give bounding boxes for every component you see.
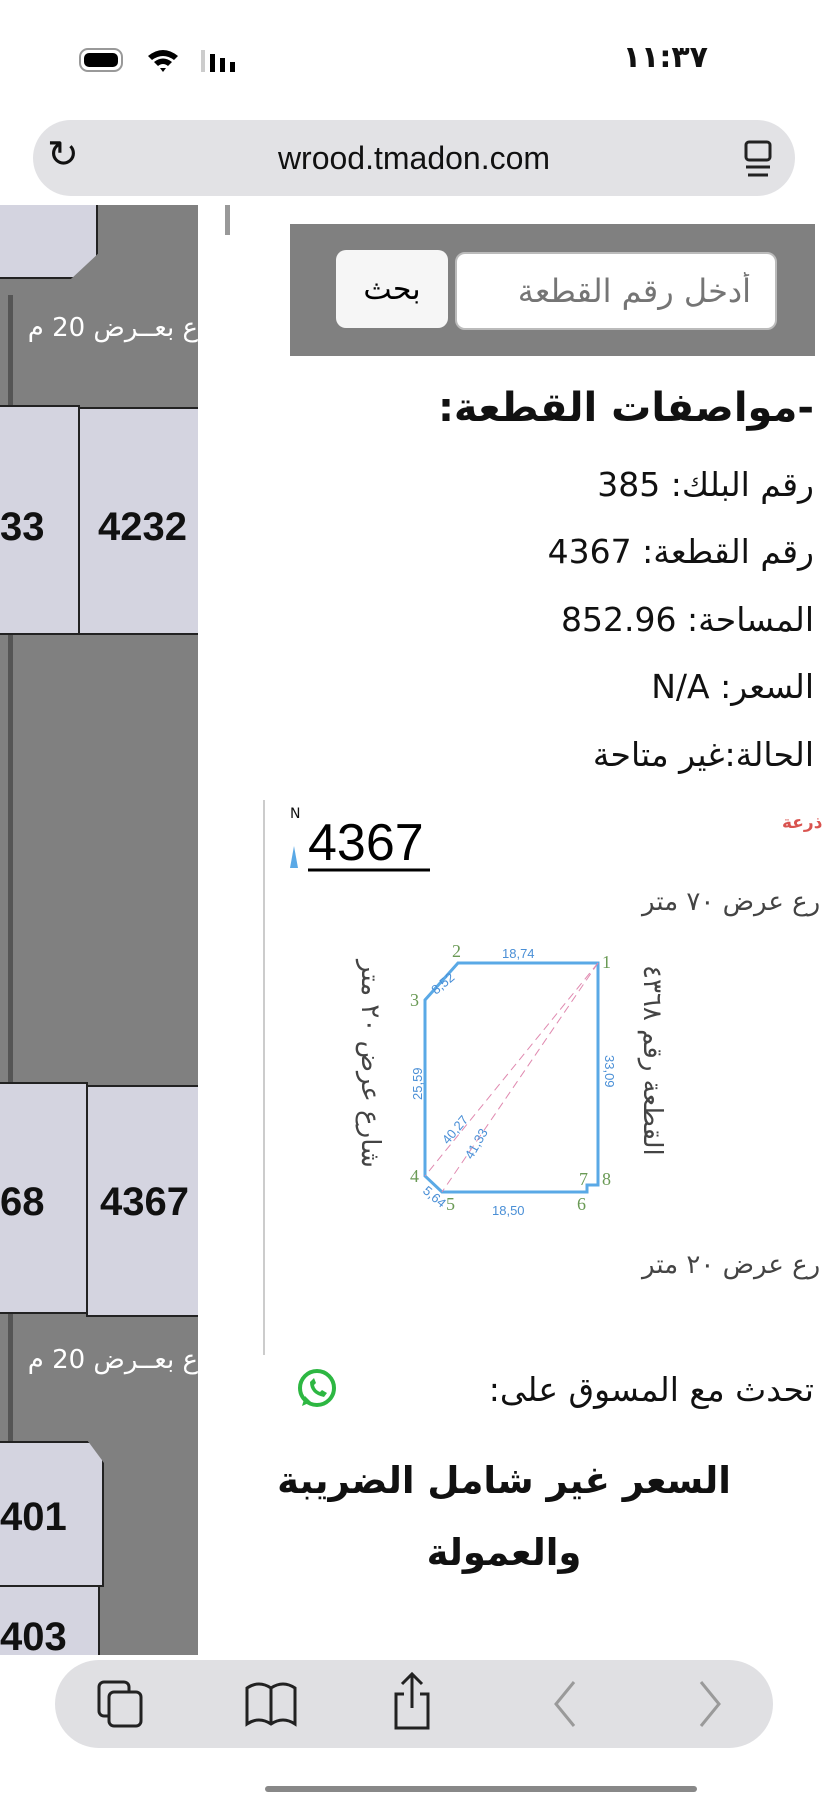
map-view[interactable]: ع بعــرض 20 م 33 4232 68 4367 ع بعــرض 2… [0, 205, 198, 1655]
plot-number[interactable]: 403 [0, 1615, 67, 1655]
whatsapp-icon[interactable] [296, 1368, 338, 1410]
plot-number[interactable]: 4232 [98, 505, 187, 549]
point-label: 3 [410, 990, 419, 1010]
plot-outline [423, 961, 600, 1194]
diagonal-line [424, 962, 599, 1177]
dimension-label: 18,50 [492, 1203, 525, 1218]
search-panel: بحث [290, 224, 815, 356]
dimension-label: 40,27 [439, 1112, 471, 1147]
plot-number[interactable]: 401 [0, 1495, 67, 1539]
home-indicator[interactable] [265, 1786, 697, 1792]
url-text[interactable]: wrood.tmadon.com [277, 140, 551, 176]
price: السعر: N/A [651, 667, 814, 706]
street-left: شارع عرض ٢٠ متر [355, 958, 385, 1168]
point-label: 2 [452, 941, 461, 961]
plot-number: رقم القطعة: 4367 [547, 532, 814, 571]
reader-icon[interactable] [743, 140, 773, 180]
price-note: السعر غير شامل الضريبة والعمولة [277, 1459, 731, 1574]
clock: ١١:٣٧ [622, 40, 708, 75]
plot-number[interactable]: 68 [0, 1180, 45, 1224]
contact-label: تحدث مع المسوق على: [488, 1370, 814, 1409]
specs-title: -مواصفات القطعة: [437, 385, 814, 431]
point-label: 4 [410, 1166, 419, 1186]
point-label: 5 [446, 1194, 455, 1214]
diagonal-line [441, 962, 599, 1193]
forward-icon[interactable] [695, 1678, 725, 1730]
status-bar: ١١:٣٧ [0, 0, 828, 110]
street-bottom: شارع عرض ٢٠ متر [640, 1250, 822, 1280]
bookmarks-icon[interactable] [243, 1678, 299, 1730]
point-label: 7 [579, 1169, 588, 1189]
tabs-icon[interactable] [95, 1678, 147, 1730]
status: الحالة:غير متاحة [592, 735, 814, 774]
block-number: رقم البلك: 385 [597, 465, 814, 504]
point-label: 8 [602, 1169, 611, 1189]
point-label: 1 [602, 952, 611, 972]
plan-header: أ-كروكى وقرار ذرعة [782, 811, 822, 833]
north-arrow-icon [290, 846, 298, 868]
area: المساحة: 852.96 [561, 600, 814, 639]
plot-search-input[interactable] [455, 252, 777, 330]
neighbor-right: القطعة رقم ٤٣٦٨ [637, 965, 667, 1156]
point-label: 6 [577, 1194, 586, 1214]
dimension-label: 18,74 [502, 946, 535, 961]
dimension-label: 25,59 [410, 1067, 425, 1100]
plan-number: 4367 [308, 814, 424, 872]
north-label: N [290, 806, 300, 822]
dimension-label: 5,64 [420, 1183, 449, 1211]
street-label: ع بعــرض 20 م [27, 1345, 198, 1375]
divider [225, 205, 230, 235]
plot-number[interactable]: 4367 [100, 1180, 189, 1224]
browser-toolbar [55, 1660, 773, 1748]
address-bar[interactable]: ↻ wrood.tmadon.com [33, 120, 795, 196]
plot-number[interactable]: 33 [0, 505, 45, 549]
street-top: شارع عرض ٧٠ متر [640, 887, 822, 917]
search-button[interactable]: بحث [336, 250, 448, 328]
dimension-label: 33,09 [602, 1055, 617, 1088]
street-label: ع بعــرض 20 م [27, 313, 198, 343]
back-icon[interactable] [550, 1678, 580, 1730]
dimension-label: 41,33 [462, 1126, 491, 1162]
share-icon[interactable] [390, 1670, 434, 1734]
plot-plan-image: N 4367 أ-كروكى وقرار ذرعة شارع عرض ٧٠ مت… [263, 800, 822, 1355]
status-icons [79, 48, 235, 72]
reload-icon[interactable]: ↻ [47, 132, 79, 176]
